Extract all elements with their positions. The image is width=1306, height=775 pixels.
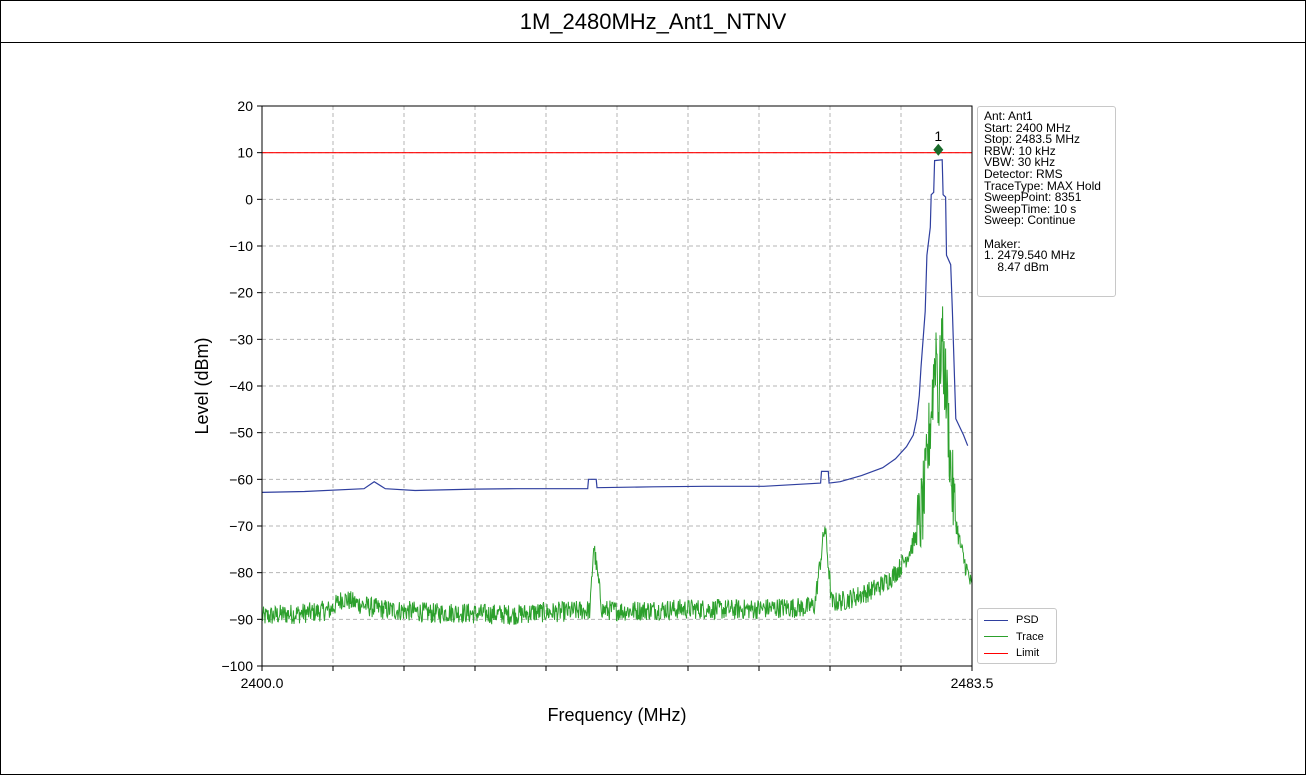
y-tick-label: −20 xyxy=(229,285,253,301)
legend-swatch-trace xyxy=(984,636,1008,638)
y-tick-label: −60 xyxy=(229,471,253,487)
legend-swatch-limit xyxy=(984,652,1008,654)
info-line: Sweep: Continue xyxy=(984,213,1076,228)
y-tick-label: −10 xyxy=(229,238,253,254)
info-line: VBW: 30 kHz xyxy=(984,155,1056,170)
y-tick-label: 0 xyxy=(245,191,253,207)
info-line: Stop: 2483.5 MHz xyxy=(984,132,1081,147)
marker-label: 1 xyxy=(934,128,942,144)
legend-label-psd: PSD xyxy=(1016,614,1039,627)
info-line: RBW: 10 kHz xyxy=(984,143,1056,158)
y-tick-label: −40 xyxy=(229,378,253,394)
info-line: Detector: RMS xyxy=(984,166,1063,181)
info-line: Maker: xyxy=(984,236,1021,251)
x-tick-label: 2400.0 xyxy=(241,675,284,691)
series-line-trace xyxy=(261,306,973,625)
legend-item-limit: Limit xyxy=(984,645,1056,662)
y-tick-label: 20 xyxy=(237,98,253,114)
y-tick-label: −30 xyxy=(229,331,253,347)
legend-item-psd: PSD xyxy=(984,612,1056,629)
measurement-info-box: Ant: Ant1 Start: 2400 MHz Stop: 2483.5 MHz… xyxy=(977,106,1116,297)
info-line: Ant: Ant1 xyxy=(984,109,1033,123)
info-line: 1. 2479.540 MHz xyxy=(984,248,1076,263)
y-tick-label: −50 xyxy=(229,425,253,441)
x-tick-label: 2483.5 xyxy=(951,675,994,691)
info-line: TraceType: MAX Hold xyxy=(984,178,1101,193)
legend-label-limit: Limit xyxy=(1016,647,1040,660)
y-tick-label: −90 xyxy=(229,611,253,627)
chart-title: 1M_2480MHz_Ant1_NTNV xyxy=(1,1,1305,43)
x-axis-title: Frequency (MHz) xyxy=(547,705,686,725)
y-tick-label: −100 xyxy=(221,658,253,674)
series-line-psd xyxy=(261,159,969,493)
legend-item-trace: Trace xyxy=(984,629,1056,646)
y-tick-label: 10 xyxy=(237,145,253,161)
legend-label-trace: Trace xyxy=(1016,630,1044,643)
y-axis-title: Level (dBm) xyxy=(192,337,212,434)
legend: PSD Trace Limit xyxy=(977,608,1057,664)
series-layer xyxy=(261,152,973,625)
grid xyxy=(262,106,972,666)
y-tick-label: −70 xyxy=(229,518,253,534)
info-line: 8.47 dBm xyxy=(984,259,1049,274)
marker-diamond xyxy=(933,143,944,156)
info-line: SweepPoint: 8351 xyxy=(984,190,1082,205)
legend-swatch-psd xyxy=(984,619,1008,621)
info-line: Start: 2400 MHz xyxy=(984,120,1071,135)
marker-layer: 1 xyxy=(933,128,944,156)
axes: 20 10 0 −10 −20 −30 −40 −50 −60 −70 −80 −90 −1002400… xyxy=(221,98,993,691)
info-line: SweepTime: 10 s xyxy=(984,201,1077,216)
y-tick-label: −80 xyxy=(229,565,253,581)
